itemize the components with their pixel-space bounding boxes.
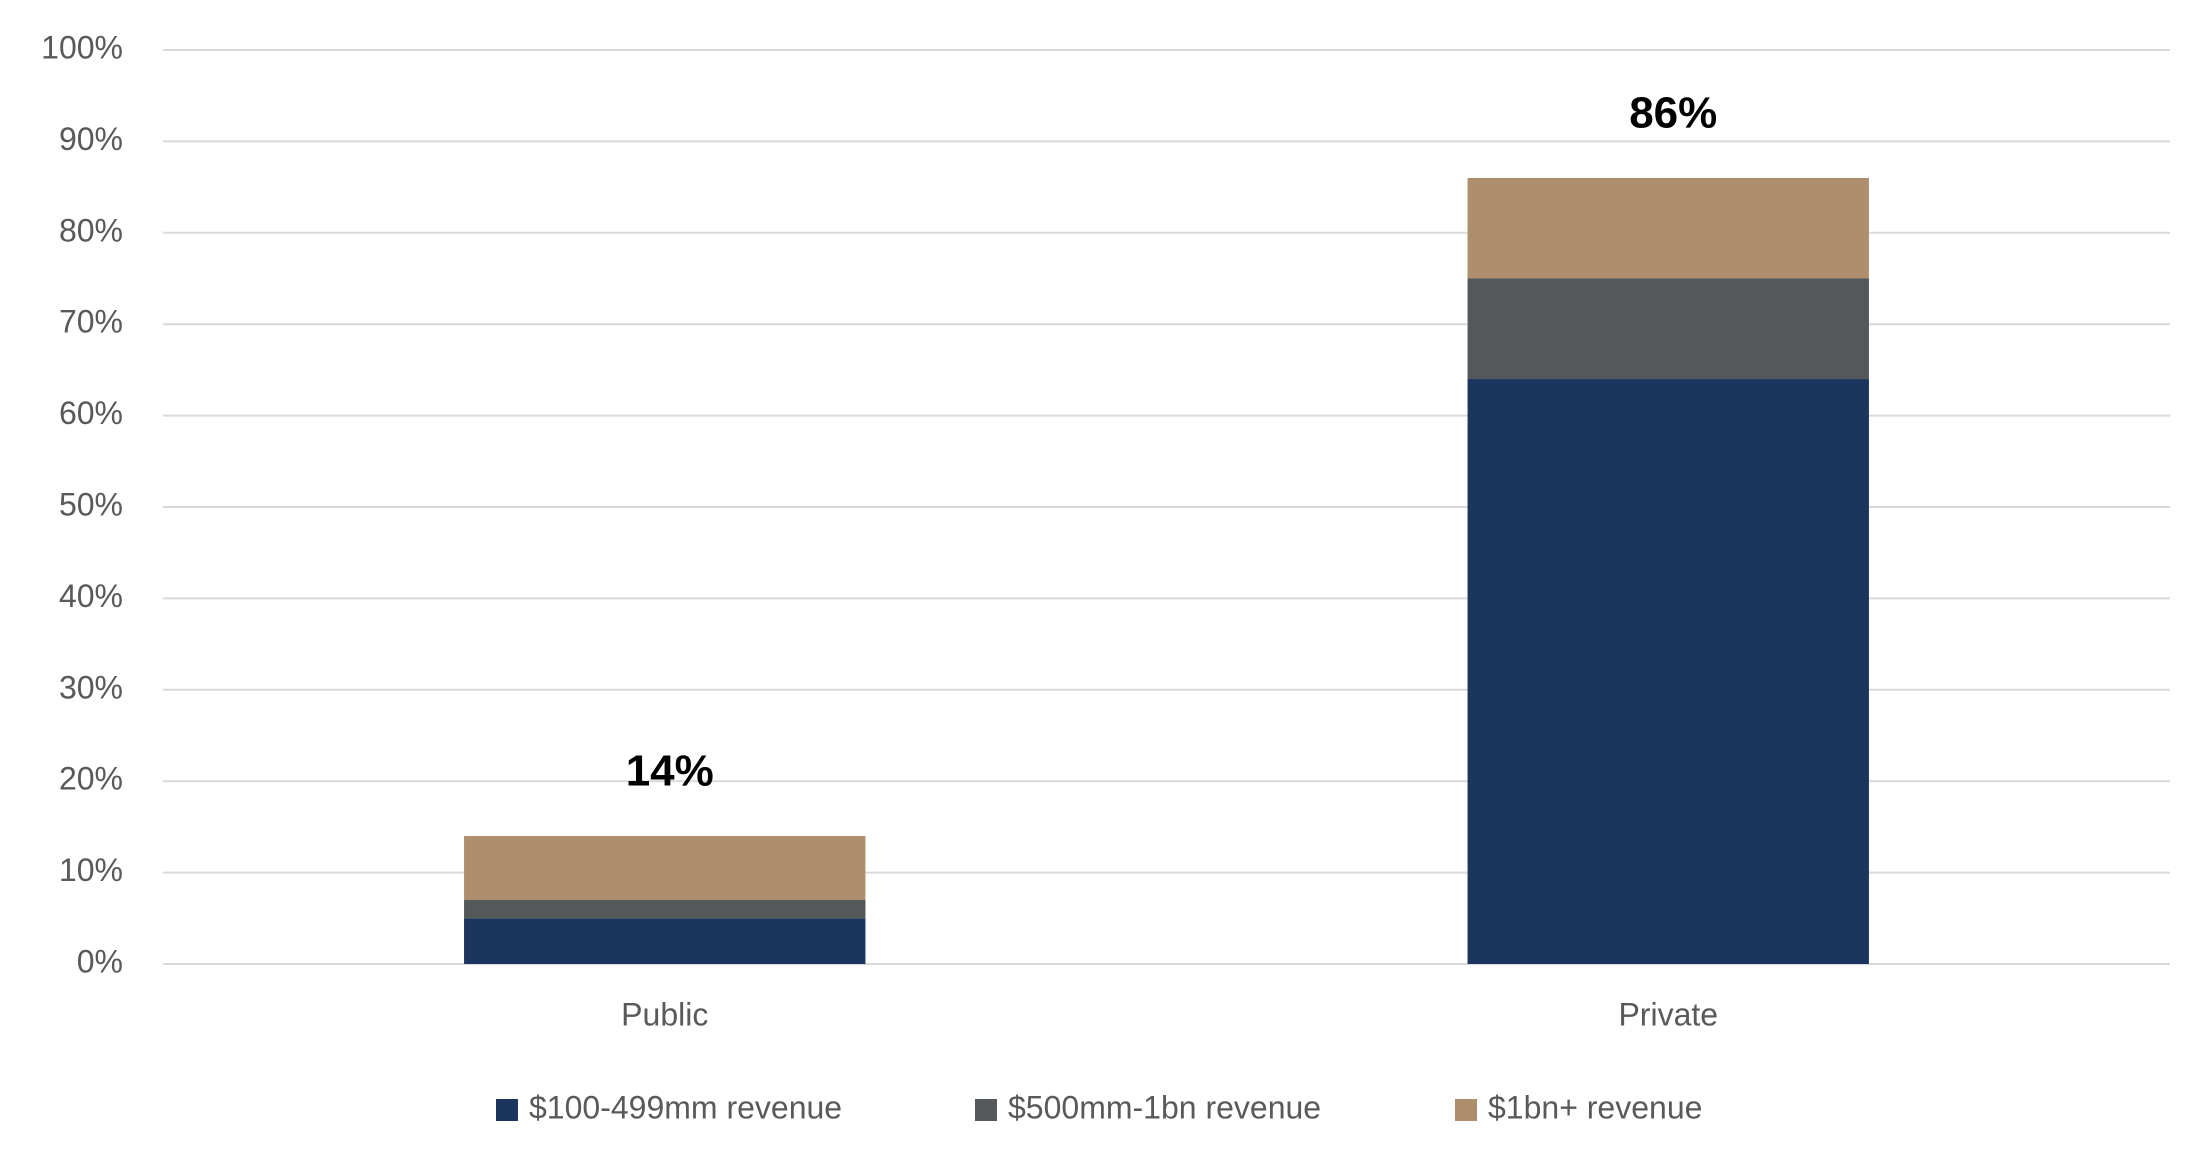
x-tick-label: Public [621, 996, 708, 1032]
y-tick-label: 70% [59, 304, 123, 340]
legend-swatch [1455, 1099, 1477, 1121]
bar-segment [464, 918, 866, 964]
y-tick-label: 90% [59, 121, 123, 157]
bar-segment [464, 836, 866, 901]
y-tick-label: 40% [59, 578, 123, 614]
y-tick-label: 0% [77, 943, 123, 979]
legend-label: $500mm-1bn revenue [1008, 1089, 1321, 1125]
total-label: 86% [1629, 89, 1717, 138]
legend-label: $100-499mm revenue [529, 1089, 842, 1125]
legend-swatch [975, 1099, 997, 1121]
legend-label: $1bn+ revenue [1488, 1089, 1702, 1125]
y-tick-label: 20% [59, 761, 123, 797]
bar-segment [1467, 177, 1869, 279]
y-tick-label: 60% [59, 395, 123, 431]
bar-segment [464, 900, 866, 919]
y-tick-label: 50% [59, 486, 123, 522]
y-tick-label: 80% [59, 212, 123, 248]
y-tick-label: 100% [41, 29, 123, 65]
y-tick-label: 30% [59, 669, 123, 705]
y-tick-label: 10% [59, 852, 123, 888]
x-tick-label: Private [1618, 996, 1718, 1032]
bar-segment [1467, 278, 1869, 380]
legend-swatch [496, 1099, 518, 1121]
bar-segment [1467, 379, 1869, 964]
total-label: 14% [626, 747, 714, 796]
